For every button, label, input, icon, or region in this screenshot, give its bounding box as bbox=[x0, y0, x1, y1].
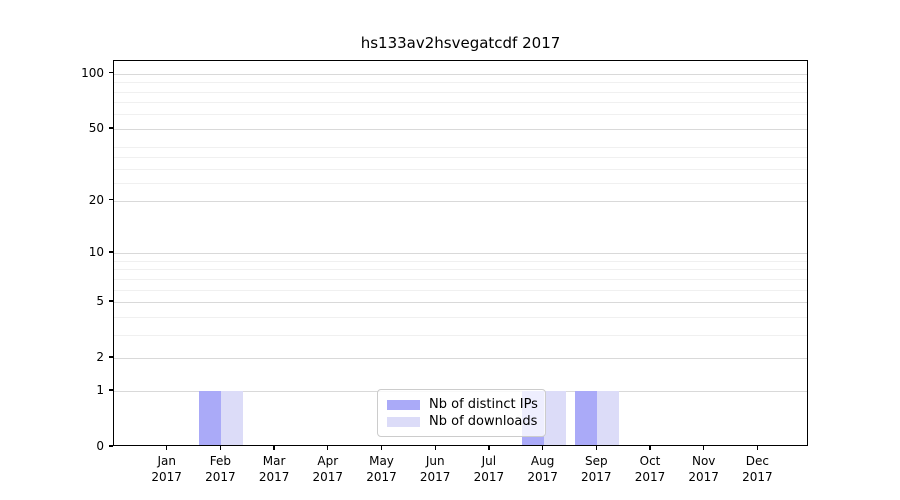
y-tick-mark-icon bbox=[109, 251, 113, 253]
major-gridline bbox=[114, 358, 807, 360]
x-tick-mark-icon bbox=[327, 446, 329, 450]
x-tick-mark-icon bbox=[380, 446, 383, 450]
major-gridline bbox=[114, 73, 807, 75]
x-tick-mark-icon bbox=[595, 446, 597, 450]
x-tick-mark-icon bbox=[756, 446, 759, 450]
y-tick-mark-icon bbox=[109, 199, 113, 201]
legend-swatch-downloads-icon bbox=[387, 416, 420, 427]
minor-gridline bbox=[114, 289, 807, 291]
minor-gridline bbox=[114, 334, 807, 336]
y-tick-label: 100 bbox=[81, 65, 104, 80]
x-tick-label: Oct 2017 bbox=[634, 454, 666, 484]
x-tick-label: Feb 2017 bbox=[205, 454, 236, 484]
bar-downloads bbox=[597, 390, 620, 446]
bar-downloads bbox=[221, 390, 244, 446]
y-tick-label: 2 bbox=[96, 350, 104, 365]
x-tick-label: Apr 2017 bbox=[312, 454, 344, 484]
minor-gridline bbox=[114, 114, 807, 116]
legend-label-distinct-ips: Nb of distinct IPs bbox=[429, 397, 538, 412]
minor-gridline bbox=[114, 146, 807, 148]
x-tick-mark-icon bbox=[434, 446, 436, 450]
y-tick-label: 20 bbox=[88, 192, 104, 207]
major-gridline bbox=[114, 302, 807, 304]
y-tick-label: 5 bbox=[96, 294, 104, 309]
x-tick-label: May 2017 bbox=[366, 454, 397, 484]
major-gridline bbox=[114, 253, 807, 255]
y-tick-label: 50 bbox=[88, 120, 104, 135]
bar-downloads bbox=[543, 390, 566, 446]
x-tick-label: Dec 2017 bbox=[742, 454, 773, 484]
legend-swatch-distinct-ips-icon bbox=[387, 399, 420, 410]
y-tick-label: 10 bbox=[88, 245, 104, 260]
bar-distinct-ips bbox=[575, 390, 598, 446]
bar-distinct-ips bbox=[199, 390, 222, 446]
legend: Nb of distinct IPs Nb of downloads bbox=[377, 389, 546, 437]
y-tick-mark-icon bbox=[109, 389, 113, 391]
x-tick-label: Nov 2017 bbox=[688, 454, 719, 484]
x-tick-label: Sep 2017 bbox=[581, 454, 612, 484]
x-tick-label: Jun 2017 bbox=[419, 454, 451, 484]
legend-entry-downloads: Nb of downloads bbox=[387, 414, 538, 429]
x-tick-label: Mar 2017 bbox=[258, 454, 290, 484]
x-tick-mark-icon bbox=[488, 446, 490, 450]
minor-gridline bbox=[114, 169, 807, 171]
minor-gridline bbox=[114, 102, 807, 104]
x-tick-mark-icon bbox=[703, 446, 705, 450]
minor-gridline bbox=[114, 269, 807, 271]
x-tick-mark-icon bbox=[649, 446, 651, 450]
y-tick-mark-icon bbox=[109, 72, 113, 74]
plot-area: Nb of distinct IPs Nb of downloads bbox=[113, 60, 808, 446]
major-gridline bbox=[114, 128, 807, 130]
x-tick-mark-icon bbox=[541, 446, 544, 450]
minor-gridline bbox=[114, 157, 807, 159]
legend-label-downloads: Nb of downloads bbox=[429, 414, 538, 429]
minor-gridline bbox=[114, 278, 807, 280]
x-tick-mark-icon bbox=[273, 446, 275, 450]
x-tick-mark-icon bbox=[166, 446, 168, 450]
y-tick-mark-icon bbox=[109, 356, 113, 358]
y-tick-mark-icon bbox=[109, 445, 113, 447]
minor-gridline bbox=[114, 183, 807, 185]
minor-gridline bbox=[114, 82, 807, 84]
x-tick-label: Jul 2017 bbox=[473, 454, 505, 484]
major-gridline bbox=[114, 200, 807, 202]
y-tick-label: 1 bbox=[96, 382, 104, 397]
y-tick-mark-icon bbox=[109, 300, 113, 302]
y-tick-mark-icon bbox=[109, 127, 113, 129]
x-tick-label: Aug 2017 bbox=[527, 454, 558, 484]
x-tick-mark-icon bbox=[219, 446, 222, 450]
minor-gridline bbox=[114, 260, 807, 262]
legend-entry-distinct-ips: Nb of distinct IPs bbox=[387, 397, 538, 412]
x-tick-label: Jan 2017 bbox=[151, 454, 182, 484]
y-tick-label: 0 bbox=[96, 439, 104, 453]
minor-gridline bbox=[114, 316, 807, 318]
minor-gridline bbox=[114, 91, 807, 93]
chart-title: hs133av2hsvegatcdf 2017 bbox=[360, 34, 561, 52]
